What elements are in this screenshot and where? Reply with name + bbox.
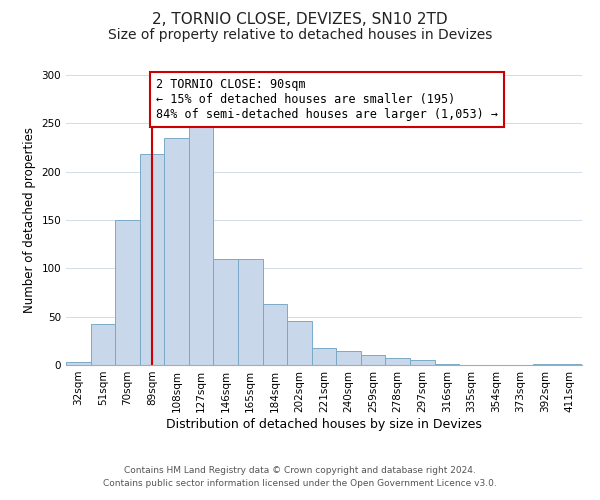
Bar: [361, 356, 385, 365]
Bar: [164, 138, 189, 365]
Bar: [214, 258, 238, 365]
Bar: [66, 362, 91, 365]
Text: 2 TORNIO CLOSE: 90sqm
← 15% of detached houses are smaller (195)
84% of semi-det: 2 TORNIO CLOSE: 90sqm ← 15% of detached …: [155, 78, 497, 121]
Bar: [410, 360, 434, 365]
Bar: [287, 320, 312, 365]
Bar: [189, 126, 214, 365]
Bar: [263, 304, 287, 365]
Bar: [238, 258, 263, 365]
Bar: [91, 324, 115, 365]
Text: Contains HM Land Registry data © Crown copyright and database right 2024.
Contai: Contains HM Land Registry data © Crown c…: [103, 466, 497, 487]
Y-axis label: Number of detached properties: Number of detached properties: [23, 127, 36, 313]
Bar: [557, 364, 582, 365]
X-axis label: Distribution of detached houses by size in Devizes: Distribution of detached houses by size …: [166, 418, 482, 430]
Bar: [336, 352, 361, 365]
Bar: [434, 364, 459, 365]
Bar: [385, 358, 410, 365]
Bar: [140, 154, 164, 365]
Bar: [115, 220, 140, 365]
Bar: [312, 348, 336, 365]
Bar: [533, 364, 557, 365]
Text: Size of property relative to detached houses in Devizes: Size of property relative to detached ho…: [108, 28, 492, 42]
Text: 2, TORNIO CLOSE, DEVIZES, SN10 2TD: 2, TORNIO CLOSE, DEVIZES, SN10 2TD: [152, 12, 448, 28]
